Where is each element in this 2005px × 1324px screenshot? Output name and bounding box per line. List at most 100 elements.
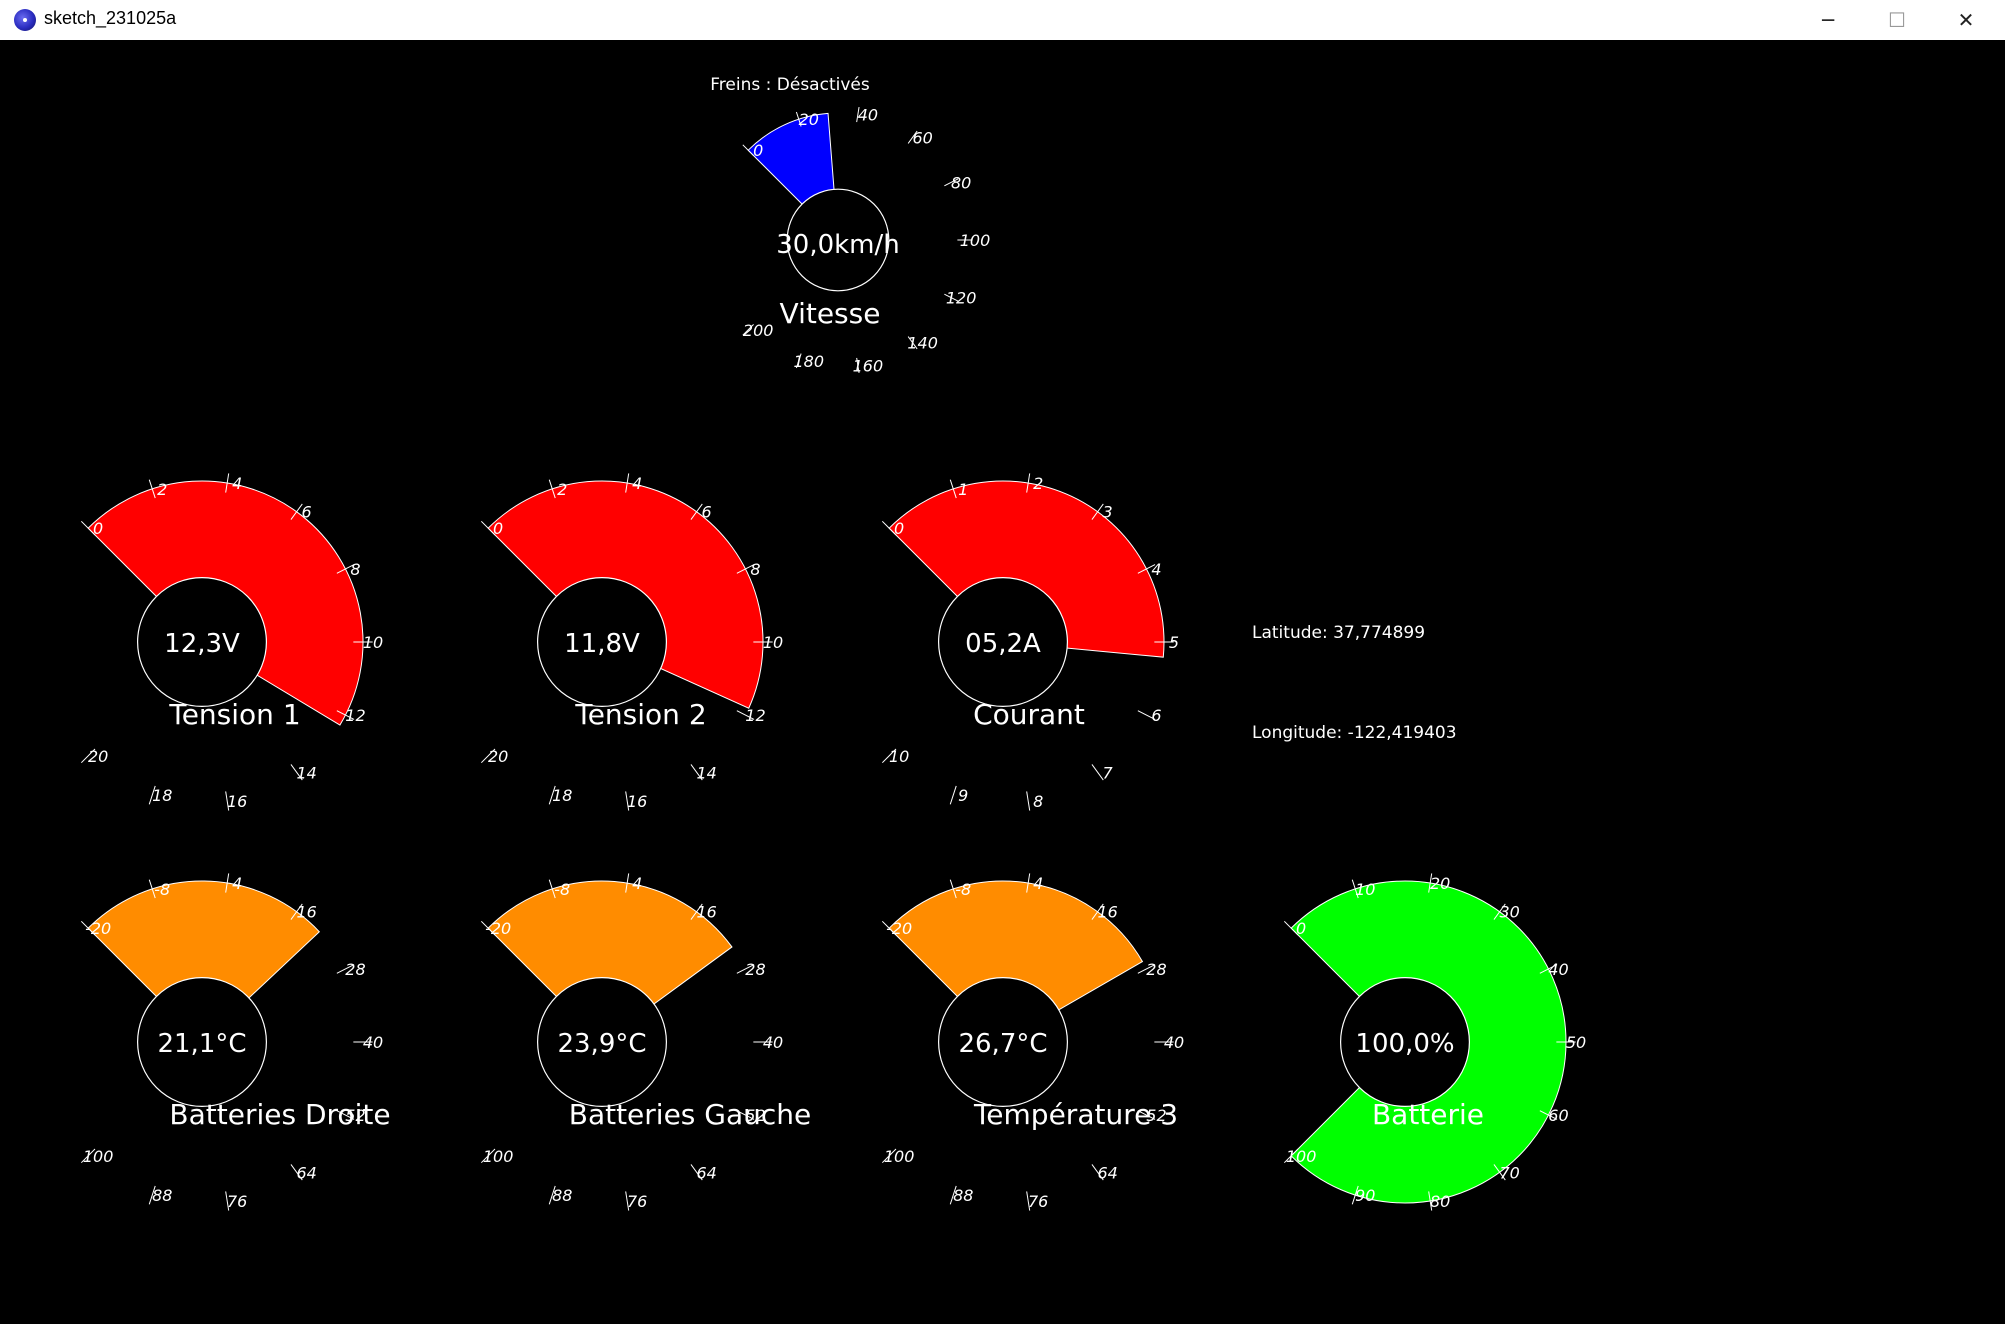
close-button[interactable]: ✕ [1957, 8, 1975, 32]
batterie-tick-label: 20 [1430, 874, 1450, 893]
tension-2-tick-label: 16 [627, 792, 647, 811]
courant-tick-label: 10 [889, 747, 909, 766]
tension-2-tick-mark [736, 710, 755, 720]
courant-tick-mark [881, 520, 897, 536]
batteries-droite-title: Batteries Droite [169, 1098, 390, 1131]
courant-tick-label: 9 [958, 786, 968, 805]
courant-tick-mark [1091, 503, 1104, 520]
temperature-3-center-circle [937, 976, 1068, 1107]
vitesse-tick-label: 60 [912, 128, 932, 147]
temperature-3-tick-mark [1091, 1164, 1104, 1181]
maximize-button[interactable]: ☐ [1888, 8, 1906, 32]
courant-tick-mark [1026, 473, 1031, 493]
temperature-3-tick-label: 16 [1097, 903, 1117, 922]
tension-1-tick-label: 12 [345, 706, 365, 725]
batterie-tick-label: 40 [1548, 960, 1568, 979]
courant-tick-label: 1 [958, 480, 968, 499]
tension-2-tick-mark [625, 791, 630, 811]
tension-1-tick-label: 10 [363, 633, 383, 652]
batterie-tick-mark [1428, 873, 1433, 893]
batterie-tick-mark [1493, 1164, 1506, 1181]
batterie-title: Batterie [1372, 1098, 1484, 1131]
sketch-canvas: Freins : Désactivés 0 20 40 60 80 100 120 140 16… [3, 40, 1999, 1321]
batteries-droite-tick-mark [290, 903, 303, 920]
courant-tick-mark [1026, 791, 1031, 811]
vitesse-tick-mark [742, 144, 754, 156]
batteries-gauche-tick-label: -8 [554, 880, 570, 899]
courant-tick-label: 8 [1033, 792, 1043, 811]
batteries-droite-tick-label: -8 [154, 880, 170, 899]
batterie-tick-mark [1283, 1148, 1299, 1164]
tension-1-tick-mark [336, 710, 355, 720]
temperature-3-tick-label: 28 [1146, 960, 1166, 979]
temperature-3-tick-label: 76 [1028, 1192, 1048, 1211]
tension-2-title: Tension 2 [574, 698, 706, 731]
vitesse-tick-label: 120 [946, 289, 977, 308]
tension-2-tick-label: 12 [745, 706, 765, 725]
batterie-tick-mark [1428, 1191, 1433, 1211]
temperature-3-tick-label: 100 [884, 1147, 915, 1166]
batterie-tick-mark [1351, 1185, 1359, 1205]
tension-2-tick-label: 18 [552, 786, 572, 805]
vitesse-title: Vitesse [780, 297, 881, 330]
tension-2-tick-label: 10 [763, 633, 783, 652]
batteries-gauche-tick-mark [548, 1185, 556, 1205]
batteries-droite-tick-label: 16 [296, 903, 316, 922]
tension-1-title: Tension 1 [168, 698, 300, 731]
vitesse-tick-mark [907, 336, 918, 350]
vitesse-tick-label: 20 [799, 110, 819, 129]
tension-2-tick-label: 0 [493, 519, 503, 538]
batterie-tick-label: 80 [1430, 1192, 1450, 1211]
batteries-gauche-tick-label: 88 [552, 1186, 572, 1205]
batteries-gauche-tick-mark [690, 903, 703, 920]
temperature-3-tick-label: -20 [886, 919, 912, 938]
batteries-gauche-tick-label: 16 [696, 903, 716, 922]
batteries-gauche-gauge-fill [487, 880, 733, 1043]
window-title: sketch_231025a [44, 8, 177, 28]
app-icon [14, 9, 36, 31]
tension-1-tick-label: 18 [152, 786, 172, 805]
courant-tick-mark [949, 785, 957, 805]
title-bar[interactable]: sketch_231025a ─ ☐ ✕ [0, 0, 2005, 40]
courant-tick-mark [1091, 764, 1104, 781]
temperature-3-tick-label: 64 [1097, 1163, 1117, 1182]
tension-1-tick-label: 4 [232, 474, 242, 493]
tension-1-tick-label: 16 [227, 792, 247, 811]
minimize-button[interactable]: ─ [1821, 8, 1835, 32]
batteries-gauche-tick-mark [625, 873, 630, 893]
vitesse-tick-mark [944, 293, 959, 302]
tension-1-tick-mark [148, 785, 156, 805]
batteries-droite-center-circle [137, 976, 268, 1107]
vitesse-tick-mark [742, 324, 754, 336]
batteries-droite-tick-label: 28 [345, 960, 365, 979]
temperature-3-tick-mark [881, 1148, 897, 1164]
batteries-gauche-tick-mark [548, 879, 556, 899]
batterie-tick-mark [1493, 903, 1506, 920]
courant-tick-label: 7 [1103, 763, 1114, 782]
courant-tick-mark [1137, 564, 1156, 574]
batteries-droite-tick-label: 100 [83, 1147, 114, 1166]
courant-tick-mark [881, 748, 897, 764]
batteries-gauche-value: 23,9°C [557, 1029, 646, 1059]
temperature-3-tick-mark [1137, 1110, 1156, 1120]
temperature-3-value: 26,7°C [958, 1029, 1047, 1059]
batteries-gauche-tick-label: 100 [483, 1147, 514, 1166]
vitesse-tick-label: 100 [960, 231, 991, 250]
batteries-droite-tick-label: -20 [85, 919, 111, 938]
tension-2-tick-mark [480, 520, 496, 536]
courant-tick-label: 2 [1033, 474, 1043, 493]
temperature-3-gauge-fill [888, 880, 1144, 1043]
batteries-droite-tick-label: 52 [345, 1106, 365, 1125]
batteries-gauche-title: Batteries Gauche [569, 1098, 812, 1131]
batterie-center-circle [1339, 976, 1470, 1107]
temperature-3-tick-mark [949, 1185, 957, 1205]
batterie-tick-label: 10 [1355, 880, 1375, 899]
courant-title: Courant [973, 698, 1085, 731]
batteries-droite-tick-mark [148, 1185, 156, 1205]
brakes-status: Freins : Désactivés [710, 75, 870, 95]
courant-tick-mark [949, 479, 957, 499]
tension-1-tick-mark [336, 564, 355, 574]
batteries-gauche-tick-mark [480, 920, 496, 936]
tension-1-tick-mark [80, 748, 96, 764]
batteries-droite-tick-mark [148, 879, 156, 899]
